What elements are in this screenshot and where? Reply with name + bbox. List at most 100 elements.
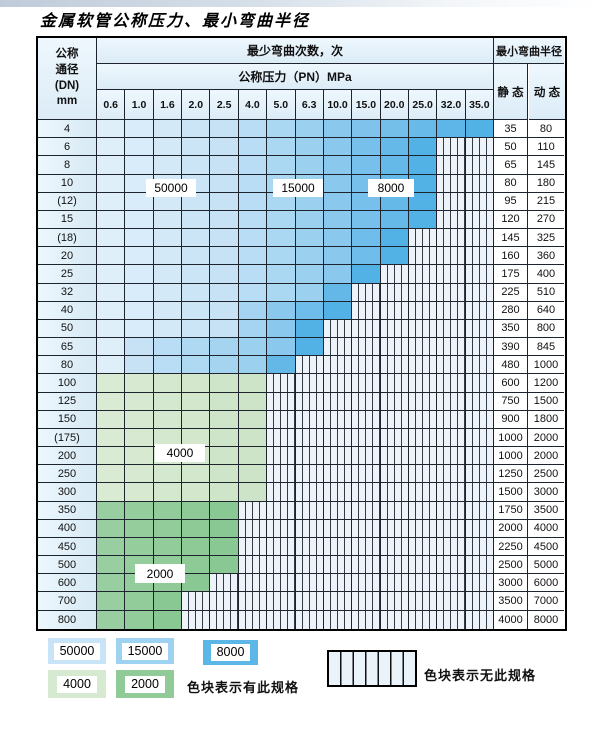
spec-cell-15 bbox=[295, 265, 324, 284]
spec-cell-50 bbox=[97, 192, 126, 211]
dynamic-radius-cell: 5000 bbox=[528, 556, 564, 575]
no-spec-cell bbox=[267, 374, 296, 393]
spec-cell-15 bbox=[153, 356, 183, 375]
table-row: 800 4000 8000 bbox=[38, 610, 565, 629]
no-spec-cell bbox=[408, 537, 438, 557]
spec-cell-8 bbox=[380, 229, 409, 248]
pressure-cells bbox=[97, 501, 495, 520]
spec-cell-50 bbox=[125, 156, 154, 175]
spec-cell-2 bbox=[125, 592, 154, 611]
spec-cell-50 bbox=[97, 356, 126, 375]
no-spec-cell bbox=[267, 574, 296, 593]
no-spec-cell bbox=[323, 410, 353, 429]
bend-cycles-header: 最少弯曲次数，次 bbox=[97, 38, 494, 64]
dn-cell: 50 bbox=[38, 319, 97, 339]
no-spec-cell bbox=[408, 392, 438, 411]
dn-cell: 800 bbox=[38, 610, 97, 629]
no-spec-cell bbox=[380, 556, 409, 575]
pressure-cells bbox=[97, 120, 495, 139]
pressure-cells bbox=[97, 265, 495, 284]
dn-column-header: 公称 通径 (DN) mm bbox=[38, 38, 97, 120]
no-spec-cell bbox=[238, 519, 268, 538]
dn-cell: 65 bbox=[38, 338, 97, 357]
legend-swatch-2000: 2000 bbox=[116, 670, 174, 698]
dn-cell: 600 bbox=[38, 574, 97, 593]
pressure-col-header: 2.0 bbox=[182, 90, 211, 120]
spec-cell-4 bbox=[97, 428, 126, 448]
table-row: 50 350 800 bbox=[38, 319, 565, 339]
dn-cell: (175) bbox=[38, 428, 97, 448]
pressure-col-header: 32.0 bbox=[437, 90, 466, 120]
no-spec-cell bbox=[380, 410, 409, 429]
dynamic-radius-cell: 180 bbox=[528, 174, 564, 193]
spec-cell-2 bbox=[97, 519, 126, 538]
no-spec-cell bbox=[408, 519, 438, 538]
no-spec-cell bbox=[323, 537, 353, 557]
spec-cell-8 bbox=[408, 174, 438, 193]
spec-cell-2 bbox=[182, 537, 211, 557]
pressure-cells bbox=[97, 610, 495, 629]
spec-cell-2 bbox=[182, 574, 211, 593]
legend-label: 50000 bbox=[53, 642, 101, 660]
spec-cell-4 bbox=[210, 483, 239, 502]
dynamic-radius-cell: 270 bbox=[528, 210, 564, 230]
no-spec-cell bbox=[352, 501, 381, 520]
dynamic-radius-cell: 3000 bbox=[528, 483, 564, 502]
dynamic-radius-cell: 400 bbox=[528, 265, 564, 284]
spec-cell-2 bbox=[97, 556, 126, 575]
spec-cell-50 bbox=[97, 283, 126, 302]
spec-cell-50 bbox=[182, 265, 211, 284]
spec-cell-50 bbox=[182, 229, 211, 248]
dn-cell: (18) bbox=[38, 229, 97, 248]
no-spec-cell bbox=[295, 447, 324, 466]
no-spec-cell bbox=[295, 519, 324, 538]
table-row: 150 900 1800 bbox=[38, 410, 565, 429]
spec-cell-2 bbox=[210, 556, 239, 575]
no-spec-cell bbox=[465, 392, 495, 411]
spec-cell-4 bbox=[153, 483, 183, 502]
spec-cell-2 bbox=[125, 501, 154, 520]
no-spec-cell bbox=[295, 465, 324, 484]
spec-cell-50 bbox=[210, 283, 239, 302]
spec-cell-15 bbox=[238, 319, 268, 339]
spec-cell-4 bbox=[97, 410, 126, 429]
pressure-cells bbox=[97, 483, 495, 502]
no-spec-cell bbox=[295, 392, 324, 411]
no-spec-cell bbox=[465, 465, 495, 484]
no-spec-cell bbox=[465, 156, 495, 175]
static-radius-cell: 750 bbox=[493, 392, 528, 411]
no-spec-cell bbox=[352, 537, 381, 557]
pressure-col-header: 5.0 bbox=[267, 90, 296, 120]
spec-cell-2 bbox=[153, 501, 183, 520]
spec-cell-50 bbox=[182, 120, 211, 139]
dynamic-radius-cell: 80 bbox=[528, 120, 564, 139]
spec-cell-8 bbox=[408, 156, 438, 175]
spec-cell-50 bbox=[182, 138, 211, 157]
no-spec-cell bbox=[295, 592, 324, 611]
spec-cell-50 bbox=[210, 265, 239, 284]
spec-cell-15 bbox=[267, 265, 296, 284]
pressure-col-header: 10.0 bbox=[323, 90, 353, 120]
legend-label: 2000 bbox=[125, 675, 165, 693]
no-spec-cell bbox=[465, 519, 495, 538]
legend-label: 8000 bbox=[210, 644, 251, 661]
table-header: 公称 通径 (DN) mm 最少弯曲次数，次 最小弯曲半径 公称压力（PN）MP… bbox=[38, 38, 565, 120]
spec-cell-50 bbox=[182, 210, 211, 230]
spec-cell-15 bbox=[238, 301, 268, 320]
no-spec-cell bbox=[352, 374, 381, 393]
spec-cell-4 bbox=[210, 465, 239, 484]
no-spec-cell bbox=[352, 483, 381, 502]
spec-cell-8 bbox=[323, 265, 353, 284]
table-row: 25 175 400 bbox=[38, 265, 565, 284]
pressure-col-header: 6.3 bbox=[295, 90, 324, 120]
spec-cell-2 bbox=[97, 610, 126, 629]
spec-cell-4 bbox=[125, 374, 154, 393]
spec-cell-4 bbox=[125, 428, 154, 448]
no-spec-cell bbox=[295, 556, 324, 575]
spec-cell-15 bbox=[295, 138, 324, 157]
spec-cell-15 bbox=[238, 192, 268, 211]
table-row: 500 2500 5000 bbox=[38, 556, 565, 575]
table-row: 700 3500 7000 bbox=[38, 592, 565, 611]
pressure-cells bbox=[97, 138, 495, 157]
spec-cell-4 bbox=[153, 410, 183, 429]
